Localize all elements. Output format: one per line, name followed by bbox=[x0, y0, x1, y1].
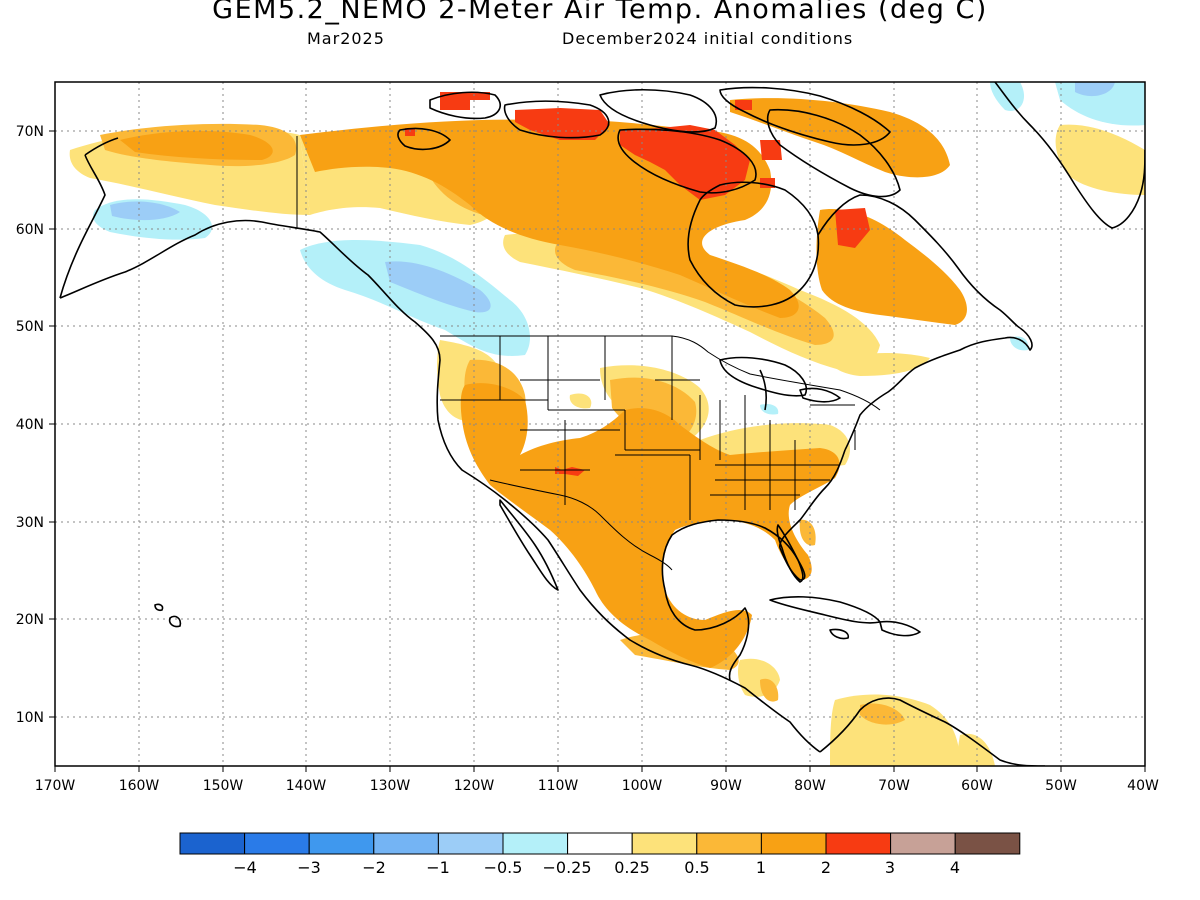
axis-ticks bbox=[49, 130, 1146, 772]
colorbar-label: 0.5 bbox=[684, 858, 709, 877]
moderate-cold-regions bbox=[110, 82, 1115, 313]
colorbar-label: 3 bbox=[885, 858, 895, 877]
lon-label: 170W bbox=[35, 778, 76, 794]
initial-conditions-label: December2024 initial conditions bbox=[562, 29, 854, 48]
lon-label: 100W bbox=[622, 778, 663, 794]
colorbar-label: −3 bbox=[297, 858, 321, 877]
colorbar-swatch bbox=[179, 832, 246, 855]
lat-label: 30N bbox=[16, 515, 44, 531]
lon-label: 130W bbox=[370, 778, 411, 794]
colorbar-swatch bbox=[954, 832, 1021, 855]
lon-label: 40W bbox=[1127, 778, 1159, 794]
lon-label: 60W bbox=[961, 778, 993, 794]
lat-label: 50N bbox=[16, 319, 44, 335]
colorbar-label: 4 bbox=[950, 858, 960, 877]
colorbar-swatch bbox=[308, 832, 375, 855]
lon-label: 70W bbox=[878, 778, 910, 794]
lon-label: 150W bbox=[203, 778, 244, 794]
longitude-labels: 170W 160W 150W 140W 130W 120W 110W 100W … bbox=[35, 778, 1159, 794]
colorbar-label: −0.5 bbox=[484, 858, 523, 877]
colorbar: −4 −3 −2 −1 −0.5 −0.25 0.25 0.5 1 2 3 4 bbox=[179, 832, 1021, 877]
grid-lines bbox=[55, 82, 1145, 766]
colorbar-swatch bbox=[890, 832, 956, 855]
colorbar-swatch bbox=[437, 832, 504, 855]
colorbar-swatch bbox=[567, 832, 633, 855]
very-warm-regions bbox=[405, 92, 870, 476]
colorbar-swatch bbox=[631, 832, 698, 855]
lon-label: 50W bbox=[1045, 778, 1077, 794]
colorbar-swatches bbox=[179, 832, 1021, 855]
colorbar-swatch bbox=[373, 832, 439, 855]
lon-label: 120W bbox=[454, 778, 495, 794]
colorbar-label: 0.25 bbox=[614, 858, 650, 877]
colorbar-label: −0.25 bbox=[542, 858, 591, 877]
lon-label: 80W bbox=[794, 778, 826, 794]
lat-label: 40N bbox=[16, 417, 44, 433]
colorbar-label: −2 bbox=[362, 858, 386, 877]
political-borders bbox=[296, 136, 881, 571]
colorbar-swatch bbox=[760, 832, 827, 855]
colorbar-swatch bbox=[696, 832, 762, 855]
lon-label: 90W bbox=[710, 778, 742, 794]
lat-label: 70N bbox=[16, 124, 44, 140]
lon-label: 160W bbox=[119, 778, 160, 794]
lat-label: 10N bbox=[16, 710, 44, 726]
colorbar-label: −1 bbox=[426, 858, 450, 877]
lon-label: 140W bbox=[286, 778, 327, 794]
colorbar-swatch bbox=[825, 832, 892, 855]
lon-label: 110W bbox=[538, 778, 579, 794]
colorbar-label: −4 bbox=[233, 858, 257, 877]
latitude-labels: 70N 60N 50N 40N 30N 20N 10N bbox=[16, 124, 44, 726]
colorbar-label: 2 bbox=[821, 858, 831, 877]
coastlines bbox=[59, 82, 1145, 766]
colorbar-swatch bbox=[502, 832, 569, 855]
lat-label: 20N bbox=[16, 612, 44, 628]
map-title: GEM5.2_NEMO 2-Meter Air Temp. Anomalies … bbox=[212, 0, 988, 25]
valid-month-label: Mar2025 bbox=[307, 29, 385, 48]
colorbar-swatch bbox=[244, 832, 310, 855]
colorbar-label: 1 bbox=[756, 858, 766, 877]
lat-label: 60N bbox=[16, 222, 44, 238]
